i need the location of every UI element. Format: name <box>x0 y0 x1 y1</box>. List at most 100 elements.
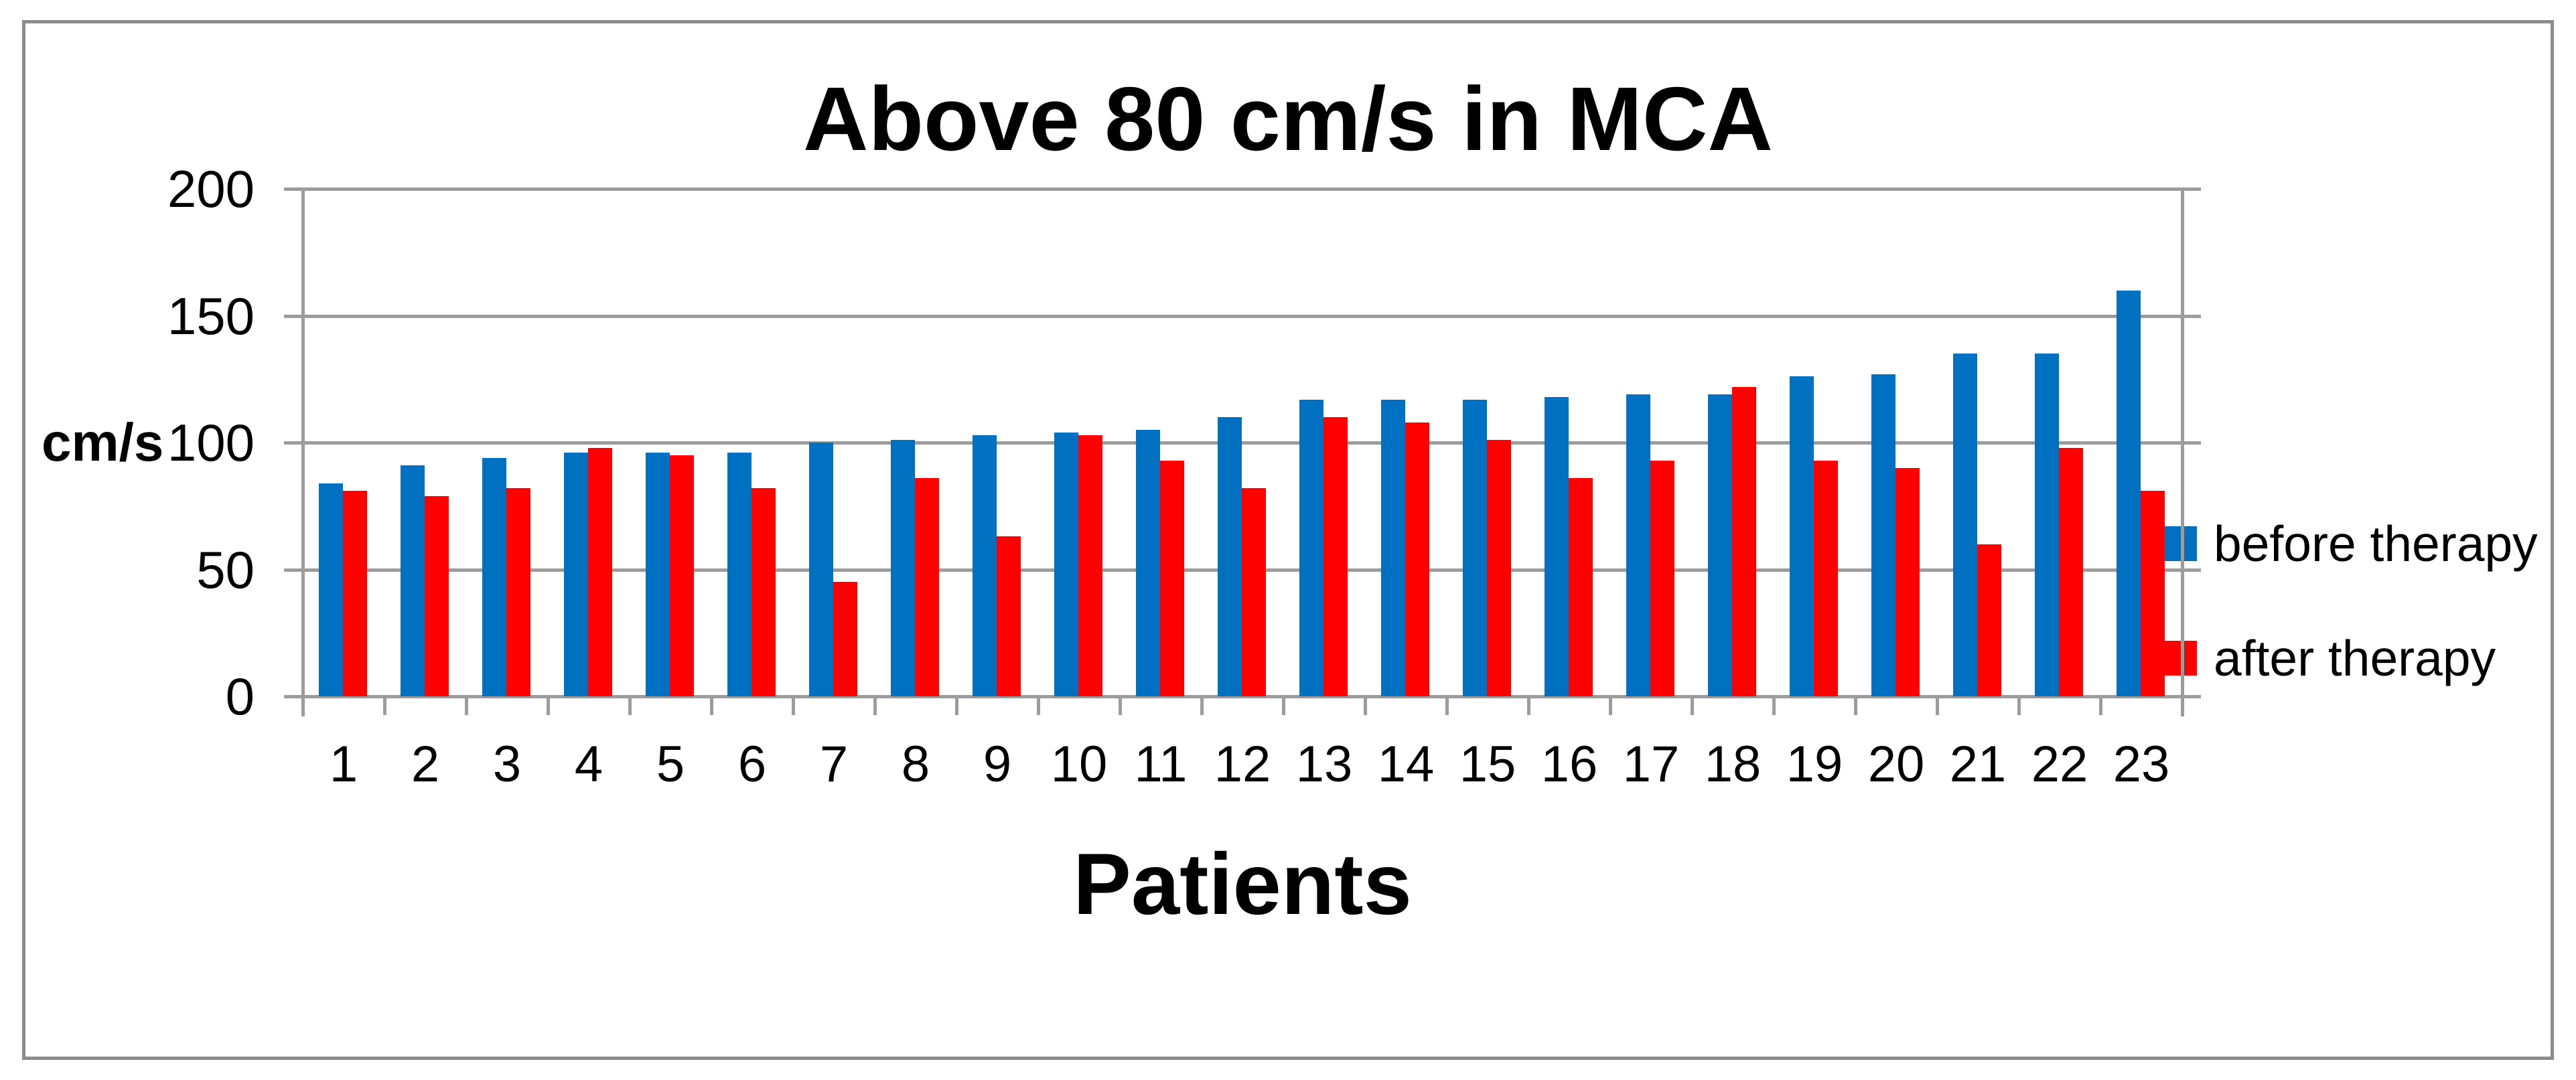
x-tick-label-21: 21 <box>1949 736 2007 793</box>
gridline-150 <box>303 315 2182 318</box>
bar-after-patient-12 <box>1242 488 1266 696</box>
bar-after-patient-11 <box>1160 461 1184 696</box>
bar-after-patient-17 <box>1650 461 1674 696</box>
x-tick-16 <box>1609 696 1612 715</box>
y-axis-line-right <box>2181 187 2184 716</box>
bar-after-patient-8 <box>915 478 939 696</box>
bar-before-patient-23 <box>2117 291 2141 696</box>
x-tick-15 <box>1527 696 1530 715</box>
bar-before-patient-7 <box>809 443 833 696</box>
legend-swatch-before <box>2162 526 2197 561</box>
x-tick-label-10: 10 <box>1050 736 1108 793</box>
x-tick-1 <box>383 696 386 715</box>
bar-after-patient-5 <box>670 455 694 696</box>
x-tick-5 <box>710 696 713 715</box>
bar-before-patient-17 <box>1626 394 1650 696</box>
bar-before-patient-15 <box>1463 400 1487 696</box>
bar-after-patient-23 <box>2141 491 2165 696</box>
x-tick-label-18: 18 <box>1704 736 1762 793</box>
y-tick-left-150 <box>284 315 303 318</box>
bar-before-patient-9 <box>973 435 997 696</box>
y-axis-line <box>301 187 305 716</box>
gridline-0 <box>303 695 2182 698</box>
bar-before-patient-6 <box>727 453 752 696</box>
x-tick-4 <box>628 696 632 715</box>
x-tick-label-19: 19 <box>1786 736 1843 793</box>
legend-swatch-after <box>2162 641 2197 676</box>
bar-after-patient-1 <box>343 491 367 696</box>
bar-before-patient-10 <box>1054 433 1078 696</box>
x-tick-label-23: 23 <box>2113 736 2170 793</box>
x-tick-label-4: 4 <box>574 736 603 793</box>
legend-label-after: after therapy <box>2214 630 2496 686</box>
y-tick-label-200: 200 <box>167 159 255 218</box>
gridline-100 <box>303 441 2182 445</box>
x-tick-label-2: 2 <box>411 736 440 793</box>
bar-before-patient-5 <box>646 453 670 696</box>
x-tick-20 <box>1936 696 1939 715</box>
x-tick-19 <box>1854 696 1857 715</box>
x-tick-label-14: 14 <box>1377 736 1435 793</box>
bar-before-patient-20 <box>1871 374 1895 696</box>
y-axis-title: cm/s <box>42 412 164 472</box>
x-tick-3 <box>547 696 550 715</box>
bar-after-patient-2 <box>425 496 449 696</box>
x-tick-6 <box>792 696 795 715</box>
x-axis-title: Patients <box>1073 835 1412 933</box>
x-tick-0 <box>301 696 305 715</box>
x-tick-9 <box>1037 696 1040 715</box>
bar-after-patient-15 <box>1487 440 1511 696</box>
x-tick-14 <box>1445 696 1449 715</box>
x-tick-23 <box>2181 696 2184 715</box>
chart-title: Above 80 cm/s in MCA <box>803 68 1773 169</box>
x-tick-label-6: 6 <box>737 736 767 793</box>
x-tick-label-17: 17 <box>1622 736 1680 793</box>
bar-before-patient-1 <box>319 483 343 696</box>
bar-after-patient-22 <box>2059 448 2083 696</box>
bar-after-patient-18 <box>1732 387 1756 696</box>
y-tick-left-50 <box>284 568 303 572</box>
bar-after-patient-20 <box>1895 468 1920 696</box>
y-tick-label-150: 150 <box>167 287 255 345</box>
x-tick-13 <box>1364 696 1367 715</box>
bar-after-patient-13 <box>1323 417 1348 696</box>
bar-before-patient-14 <box>1381 400 1405 696</box>
bar-before-patient-16 <box>1545 397 1569 696</box>
x-tick-label-13: 13 <box>1295 736 1353 793</box>
x-tick-7 <box>873 696 877 715</box>
y-tick-right-150 <box>2182 315 2201 318</box>
x-tick-label-15: 15 <box>1459 736 1516 793</box>
x-tick-22 <box>2099 696 2102 715</box>
y-tick-right-200 <box>2182 187 2201 191</box>
x-tick-label-12: 12 <box>1214 736 1271 793</box>
x-tick-label-22: 22 <box>2031 736 2088 793</box>
x-tick-label-5: 5 <box>656 736 685 793</box>
y-tick-right-0 <box>2182 695 2201 698</box>
y-tick-right-50 <box>2182 568 2201 572</box>
bar-after-patient-4 <box>588 448 612 696</box>
x-tick-label-9: 9 <box>983 736 1012 793</box>
bar-before-patient-22 <box>2035 354 2059 696</box>
x-tick-12 <box>1282 696 1285 715</box>
x-tick-10 <box>1119 696 1122 715</box>
x-tick-8 <box>955 696 958 715</box>
bar-after-patient-3 <box>506 488 530 696</box>
bar-after-patient-16 <box>1569 478 1593 696</box>
bar-after-patient-7 <box>833 582 857 696</box>
bar-after-patient-19 <box>1814 461 1838 696</box>
bar-after-patient-21 <box>1977 544 2001 696</box>
bar-before-patient-13 <box>1299 400 1323 696</box>
x-tick-label-20: 20 <box>1867 736 1925 793</box>
bar-before-patient-18 <box>1708 394 1732 696</box>
bar-before-patient-21 <box>1953 354 1977 696</box>
y-tick-left-200 <box>284 187 303 191</box>
bar-after-patient-9 <box>997 536 1021 696</box>
x-tick-label-3: 3 <box>492 736 522 793</box>
gridline-200 <box>303 187 2182 191</box>
x-tick-label-8: 8 <box>901 736 930 793</box>
bar-after-patient-14 <box>1405 422 1429 696</box>
x-tick-18 <box>1772 696 1776 715</box>
bar-before-patient-8 <box>891 440 915 696</box>
legend-label-before: before therapy <box>2214 516 2538 572</box>
